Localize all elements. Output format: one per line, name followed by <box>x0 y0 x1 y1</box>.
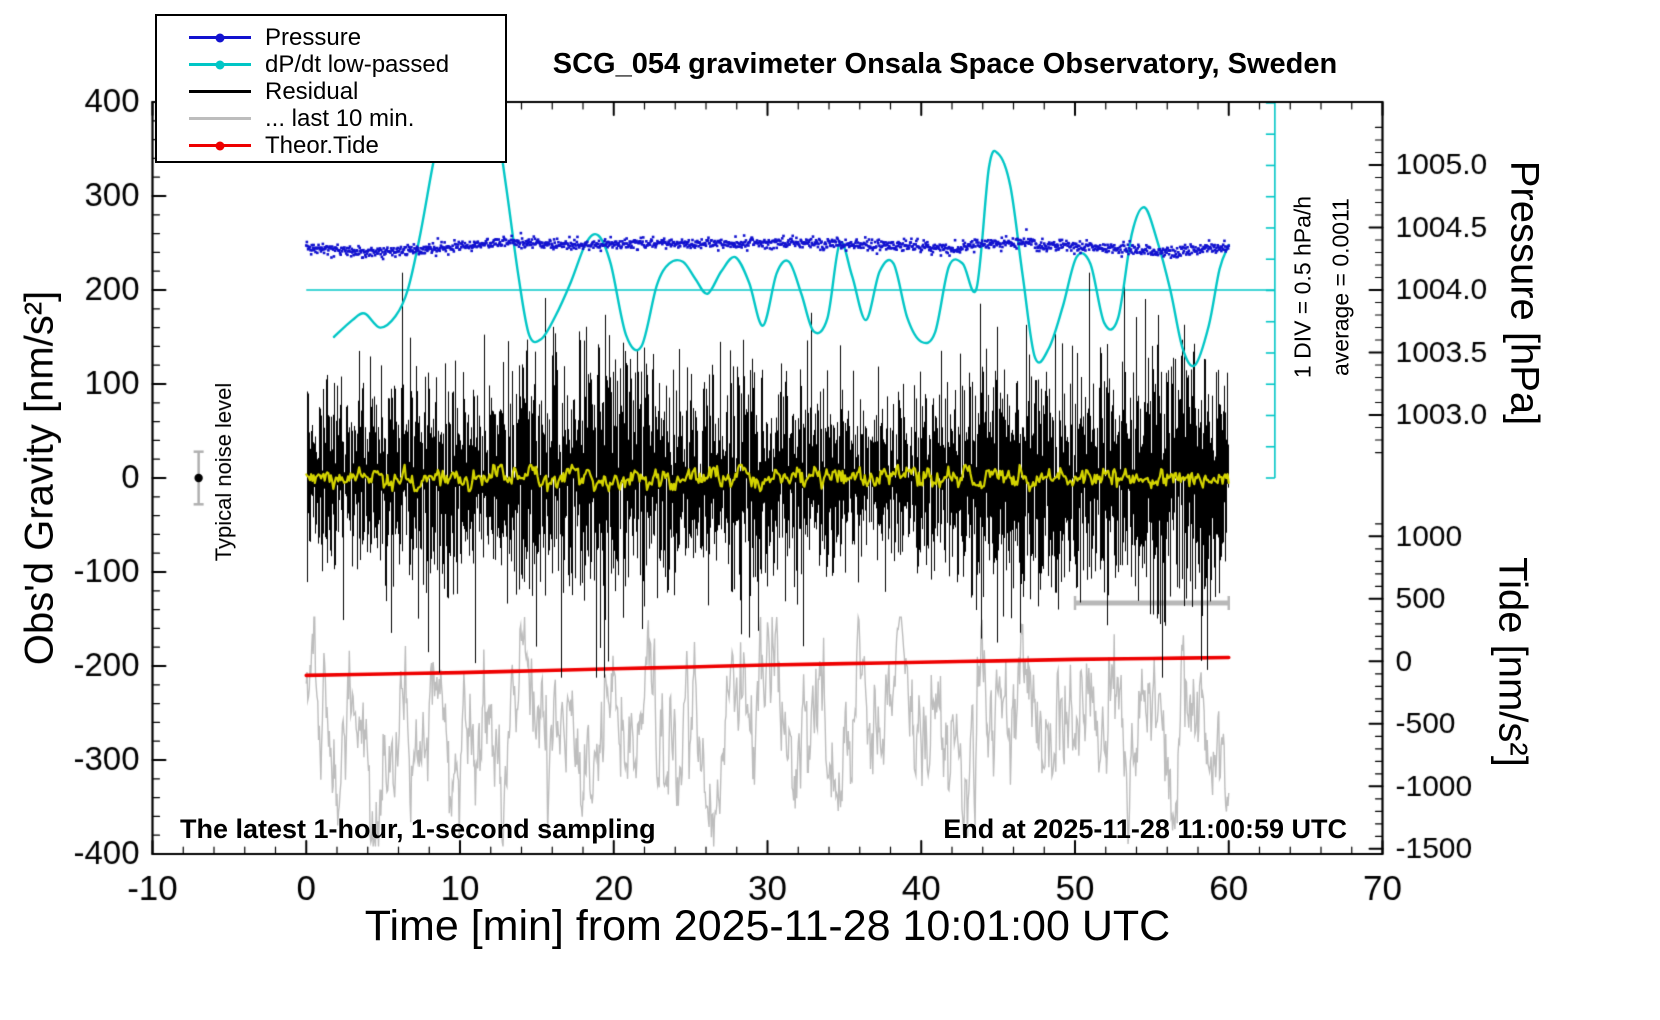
legend-label: ... last 10 min. <box>265 104 415 132</box>
end-time-note: End at 2025-11-28 11:00:59 UTC <box>943 814 1347 844</box>
legend-swatch-3 <box>189 117 251 120</box>
legend-item-tide: Theor.Tide <box>157 132 505 159</box>
legend-dot <box>215 33 225 42</box>
legend-swatch-2 <box>189 90 251 93</box>
legend-swatch-0 <box>189 33 251 42</box>
legend-swatch-1 <box>189 60 251 69</box>
legend-dot <box>215 141 225 150</box>
noise-level-label: Typical noise level <box>211 382 236 562</box>
legend-item-last10: ... last 10 min. <box>157 105 505 132</box>
legend-label: Residual <box>265 77 359 105</box>
average-label: average = 0.0011 <box>1327 198 1354 376</box>
chart-title: SCG_054 gravimeter Onsala Space Observat… <box>552 48 1338 80</box>
legend-label: Pressure <box>265 23 362 51</box>
legend-item-dpdt: dP/dt low-passed <box>157 51 505 78</box>
legend-label: Theor.Tide <box>265 131 379 159</box>
y-axis-label-pressure: Pressure [hPa] <box>1502 160 1547 426</box>
legend-item-residual: Residual <box>157 78 505 105</box>
legend-swatch-4 <box>189 141 251 150</box>
x-axis-label: Time [min] from 2025-11-28 10:01:00 UTC <box>364 902 1171 950</box>
div-scale-label: 1 DIV = 0.5 hPa/h <box>1289 195 1316 379</box>
sampling-note: The latest 1-hour, 1-second sampling <box>180 814 656 844</box>
legend-dot <box>215 60 225 69</box>
y-axis-label-gravity: Obs'd Gravity [nm/s²] <box>17 290 62 666</box>
legend-item-pressure: Pressure <box>157 24 505 51</box>
legend-label: dP/dt low-passed <box>265 50 450 78</box>
y-axis-label-tide: Tide [nm/s²] <box>1490 557 1535 767</box>
legend: Pressure dP/dt low-passed Residual ... l… <box>155 14 507 163</box>
